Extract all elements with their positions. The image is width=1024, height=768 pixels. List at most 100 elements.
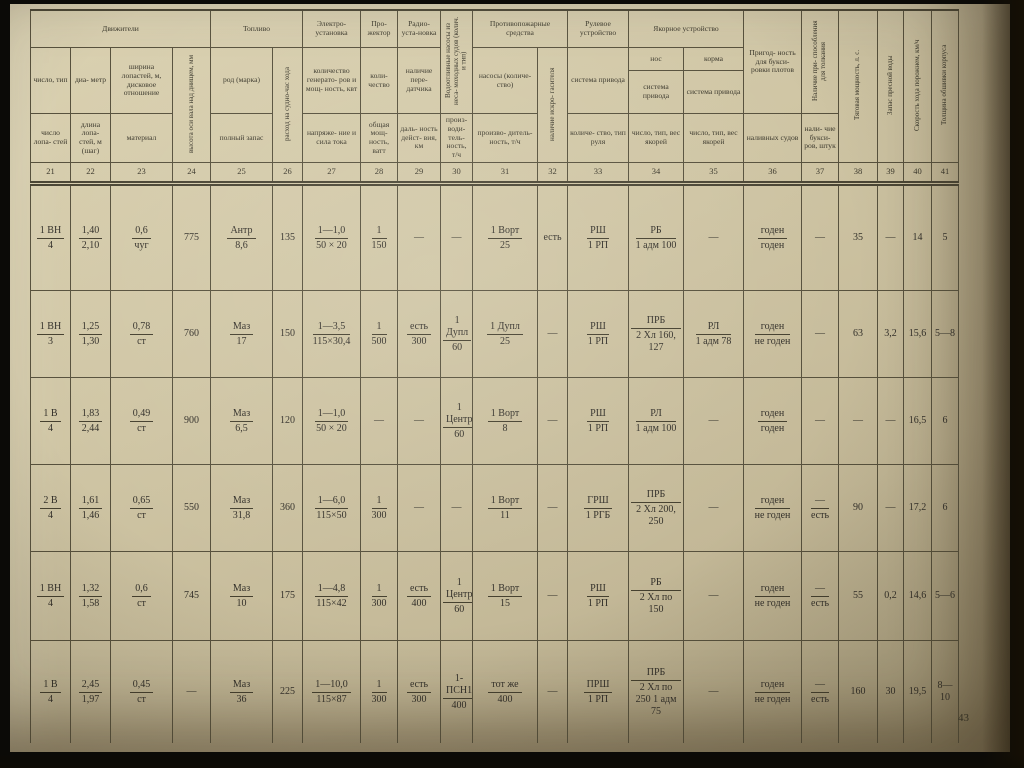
table-cell: 5 (931, 183, 960, 291)
table-cell: 0,6ст (110, 551, 173, 641)
table-cell: 1 Ворт11 (472, 464, 538, 552)
header-col33-rudder-type: количе- ство, тип руля (567, 113, 629, 163)
table-cell: ПРБ2 Хл по 250 1 адм 75 (628, 640, 684, 743)
table-cell: Маз10 (210, 551, 273, 641)
table-cell: 1—4,8115×42 (302, 551, 361, 641)
table-cell: 1 ВН4 (30, 551, 71, 641)
table-cell: 1 Дупл25 (472, 290, 538, 378)
table-cell: 1 В4 (30, 377, 71, 465)
header-col37-tow-count: нали- чие букси- ров, штук (801, 113, 840, 163)
header-col34-anchors: число, тип, вес якорей (628, 113, 684, 163)
table-cell: ПРБ2 Хл 160, 127 (628, 290, 684, 378)
table-cell: годенне годен (743, 551, 803, 641)
table-cell: РБ1 адм 100 (628, 183, 684, 291)
table-cell: 1,402,10 (70, 183, 111, 291)
table-cell: Маз6,5 (210, 377, 273, 465)
table-cell: 745 (172, 551, 211, 641)
col-number: 29 (397, 162, 441, 186)
table-cell: — (537, 464, 568, 552)
header-col35-drive-system: система привода (682, 70, 745, 114)
col-number: 40 (903, 162, 933, 186)
table-cell: —есть (801, 640, 840, 743)
table-cell: 6 (931, 377, 960, 465)
table-cell: 1,321,58 (70, 551, 111, 641)
table-cell: РЛ1 адм 78 (682, 290, 745, 378)
table-cell: 8—10 (931, 640, 960, 743)
table-cell: 55 (838, 551, 879, 641)
header-col28-quantity: коли- чество (360, 47, 398, 114)
table-cell: — (877, 183, 905, 291)
table-cell: 0,6чуг (110, 183, 173, 291)
header-col26-fuel-consumption: расход на судно-час хода (272, 47, 303, 163)
table-cell: 1500 (360, 290, 398, 378)
table-cell: 1 В4 (30, 640, 71, 743)
header-col23-material: материал (110, 113, 173, 163)
header-group-row: Движители Топливо Электро-установка Про-… (30, 9, 960, 163)
table-row: 1 ВН41,402,100,6чуг775Антр8,61351—1,050 … (30, 183, 960, 291)
table-cell: 1 Дупл60 (440, 290, 473, 378)
table-row: 1 В41,832,440,49ст900Маз6,51201—1,050 × … (30, 377, 960, 465)
table-cell: 5—6 (931, 551, 960, 641)
table-cell: 90 (838, 464, 879, 552)
photo-vignette (10, 4, 1010, 752)
table-cell: 0,2 (877, 551, 905, 641)
table-cell: РШ1 РП (567, 183, 629, 291)
header-sub-row-upper: число, тип диа- метр ширина лопастей, м,… (30, 47, 959, 163)
page-right-edge-shadow (982, 0, 1024, 768)
col-number: 35 (682, 162, 745, 186)
table-cell: — (801, 183, 840, 291)
table-cell: ПРБ2 Хл 200, 250 (628, 464, 684, 552)
table-cell: РШ1 РП (567, 290, 629, 378)
col-number: 21 (30, 162, 71, 186)
table-cell: ПРШ1 РП (567, 640, 629, 743)
table-cell: — (682, 640, 745, 743)
table-cell: 1 Ворт15 (472, 551, 538, 641)
table-cell: 1300 (360, 464, 398, 552)
header-col29-transmitter: наличие пере- датчика (397, 47, 441, 114)
header-col29-range: даль- ность дейст- вия, км (397, 113, 441, 163)
page-bottom-edge-shadow (0, 754, 1024, 768)
group-searchlight: Про-жектор (360, 9, 398, 48)
table-cell: 30 (877, 640, 905, 743)
col-number: 22 (70, 162, 111, 186)
table-cell: тот же400 (472, 640, 538, 743)
header-col35-anchors: число, тип, вес якорей (682, 113, 745, 163)
table-cell: 19,5 (903, 640, 933, 743)
table-cell: —есть (801, 551, 840, 641)
table-cell: РЛ1 адм 100 (628, 377, 684, 465)
table-body: 1 ВН41,402,100,6чуг775Антр8,61351—1,050 … (30, 183, 960, 743)
col-number: 31 (472, 162, 538, 186)
col-number: 23 (110, 162, 173, 186)
table-cell: есть300 (397, 640, 441, 743)
book-page: Движители Топливо Электро-установка Про-… (10, 4, 1010, 752)
table-cell: есть (537, 183, 568, 291)
table-cell: 1,832,44 (70, 377, 111, 465)
table-row: 2 В41,611,460,65ст550Маз31,83601—6,0115×… (30, 464, 960, 552)
table-cell: — (838, 377, 879, 465)
header-col27-generators: количество генерато- ров и мощ- ность, к… (302, 47, 361, 114)
group-steering: Рулевое устройство (567, 9, 629, 48)
table-cell: 3,2 (877, 290, 905, 378)
table-cell: годенне годен (743, 464, 803, 552)
col-number: 32 (537, 162, 568, 186)
header-col36-raft-towing: Пригод- ность для букси- ровки плотов (743, 9, 803, 114)
page-number: 43 (958, 712, 969, 724)
table-cell: Маз17 (210, 290, 273, 378)
header-col41-plating-thickness: Толщина обшивки корпуса (931, 9, 960, 163)
header-col35-stern: корма (682, 47, 745, 71)
table-cell: ГРШ1 РГБ (567, 464, 629, 552)
table-cell: Маз36 (210, 640, 273, 743)
ship-register-table: Движители Топливо Электро-установка Про-… (30, 9, 960, 743)
table-cell: — (440, 464, 473, 552)
col-number: 27 (302, 162, 361, 186)
group-anchor-gear: Якорное устройство (627, 9, 745, 48)
header-col31-pumps: насосы (количе- ство) (472, 47, 538, 114)
table-cell: годенне годен (743, 290, 803, 378)
table-cell: 0,45ст (110, 640, 173, 743)
col-number: 41 (931, 162, 960, 186)
table-cell: 160 (838, 640, 879, 743)
table-cell: 0,78ст (110, 290, 173, 378)
col-number: 36 (743, 162, 803, 186)
col-number: 33 (567, 162, 629, 186)
